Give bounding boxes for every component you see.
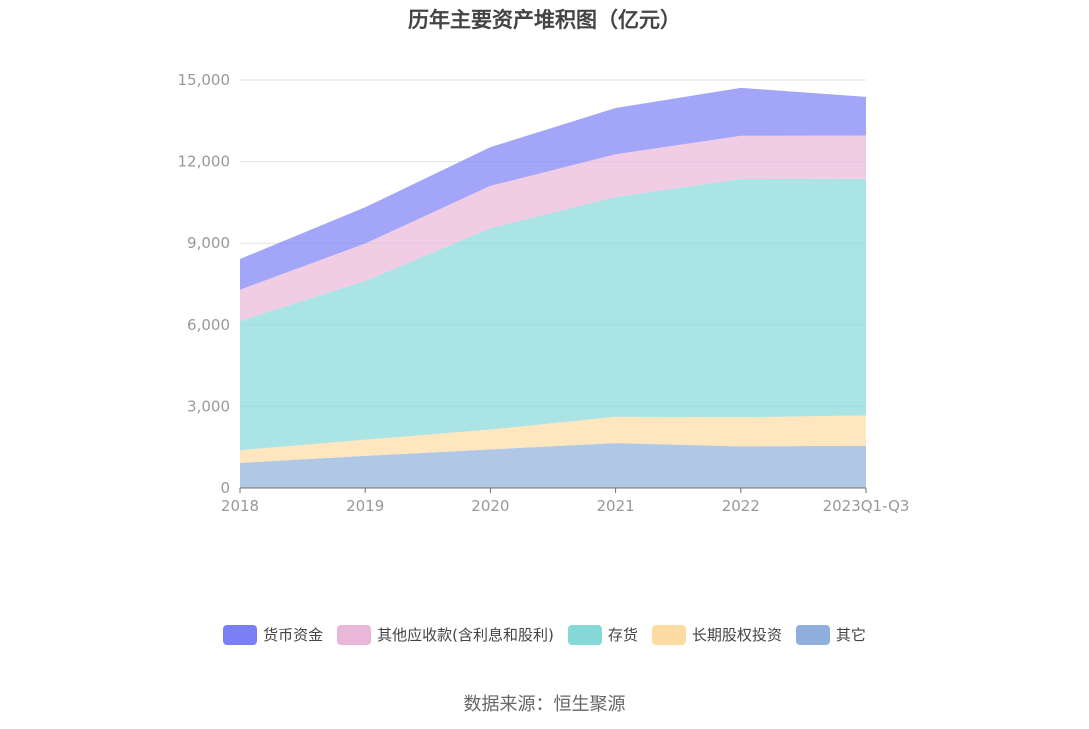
- legend-swatch: [651, 624, 686, 645]
- x-tick-label: 2022: [722, 497, 760, 515]
- stacked-area-chart: 0 3,000 6,000 9,000 12,000 15,000 2018 2019 2020…: [178, 71, 910, 515]
- legend-label: 货币资金: [263, 626, 324, 644]
- data-source: 数据来源：恒生聚源: [463, 694, 626, 715]
- x-tick-label: 2020: [471, 497, 509, 515]
- y-tick-label: 9,000: [187, 234, 230, 252]
- chart-title: 历年主要资产堆积图（亿元）: [408, 8, 681, 32]
- x-tick-label: 2023Q1-Q3: [823, 497, 910, 515]
- legend-label: 长期股权投资: [691, 626, 782, 644]
- y-tick-label: 0: [220, 479, 230, 497]
- x-tick-label: 2021: [597, 497, 635, 515]
- area-series: [240, 87, 866, 488]
- x-tick-label: 2019: [346, 497, 384, 515]
- area-长期股权投资: [240, 415, 866, 463]
- area-其它: [240, 443, 866, 488]
- area-其他应收款(含利息和股利): [240, 135, 866, 321]
- legend-item[interactable]: 存货: [567, 624, 638, 645]
- legend-item[interactable]: 其它: [795, 624, 866, 645]
- area-存货: [240, 178, 866, 451]
- axes: 0 3,000 6,000 9,000 12,000 15,000 2018 2019 2020…: [178, 71, 910, 515]
- legend-swatch: [567, 624, 602, 645]
- legend-item[interactable]: 长期股权投资: [651, 624, 782, 645]
- legend-label: 存货: [607, 626, 638, 644]
- area-货币资金: [240, 87, 866, 290]
- legend-swatch: [795, 624, 830, 645]
- y-tick-label: 12,000: [178, 153, 231, 171]
- legend-item[interactable]: 货币资金: [223, 624, 323, 645]
- x-tick-label: 2018: [221, 497, 259, 515]
- legend-label: 其他应收款(含利息和股利): [377, 626, 554, 644]
- legend-swatch: [223, 624, 258, 645]
- y-tick-label: 3,000: [187, 397, 230, 415]
- y-tick-label: 15,000: [178, 71, 231, 89]
- legend-label: 其它: [835, 626, 866, 644]
- legend: 货币资金 其他应收款(含利息和股利) 存货 长期股权投资 其它: [0, 624, 1089, 645]
- legend-swatch: [337, 624, 372, 645]
- y-tick-label: 6,000: [187, 316, 230, 334]
- legend-item[interactable]: 其他应收款(含利息和股利): [337, 624, 554, 645]
